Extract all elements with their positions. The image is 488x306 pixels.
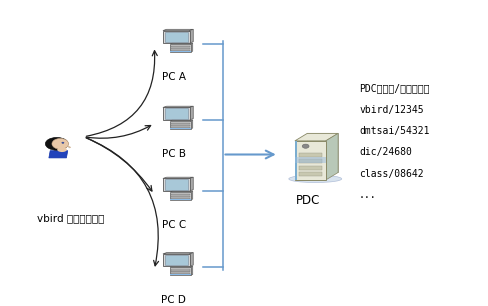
Bar <box>298 159 321 163</box>
FancyArrowPatch shape <box>86 138 152 191</box>
Polygon shape <box>163 29 193 31</box>
Text: PDC（帳號/密碼設定）: PDC（帳號/密碼設定） <box>358 84 429 94</box>
Text: PC A: PC A <box>162 72 185 82</box>
Polygon shape <box>163 253 193 254</box>
Text: vbird/12345: vbird/12345 <box>358 105 423 115</box>
Circle shape <box>61 142 64 144</box>
Polygon shape <box>190 191 192 200</box>
Bar <box>298 166 321 170</box>
Text: vbird 用同一組帳密: vbird 用同一組帳密 <box>37 214 104 224</box>
Ellipse shape <box>45 137 68 150</box>
FancyArrowPatch shape <box>86 51 157 136</box>
Polygon shape <box>163 106 193 107</box>
Bar <box>170 44 190 52</box>
Ellipse shape <box>52 139 68 149</box>
Polygon shape <box>170 43 192 44</box>
Polygon shape <box>68 146 71 148</box>
Bar <box>163 254 189 266</box>
Bar <box>171 127 189 128</box>
Bar <box>170 121 190 129</box>
Bar <box>171 269 189 271</box>
FancyArrowPatch shape <box>86 125 150 138</box>
Bar <box>170 51 190 52</box>
Polygon shape <box>170 120 192 121</box>
Bar <box>163 107 189 120</box>
Text: PC B: PC B <box>162 149 185 159</box>
Bar <box>298 153 321 157</box>
Polygon shape <box>190 120 192 129</box>
Bar <box>294 158 325 163</box>
Polygon shape <box>170 191 192 192</box>
Text: PC D: PC D <box>161 295 186 305</box>
Polygon shape <box>306 133 337 173</box>
Text: class/08642: class/08642 <box>358 169 423 179</box>
Bar <box>164 179 187 190</box>
Polygon shape <box>189 106 193 120</box>
FancyArrowPatch shape <box>86 138 158 266</box>
Bar <box>171 198 189 199</box>
Bar <box>171 194 189 195</box>
Text: ...: ... <box>358 190 376 200</box>
Polygon shape <box>189 253 193 266</box>
Text: dmtsai/54321: dmtsai/54321 <box>358 126 429 136</box>
Text: dic/24680: dic/24680 <box>358 147 411 157</box>
Bar <box>170 267 190 275</box>
Polygon shape <box>189 177 193 191</box>
Bar <box>171 50 189 51</box>
Bar <box>171 125 189 126</box>
Polygon shape <box>190 43 192 52</box>
Bar <box>163 178 189 191</box>
Bar <box>170 128 190 129</box>
Bar <box>164 255 187 265</box>
Polygon shape <box>190 267 192 275</box>
Bar <box>171 123 189 124</box>
Bar <box>171 46 189 47</box>
Polygon shape <box>294 133 337 141</box>
Polygon shape <box>49 151 68 158</box>
Bar <box>170 192 190 200</box>
Polygon shape <box>163 177 193 178</box>
Bar <box>163 31 189 43</box>
Text: PC C: PC C <box>162 220 185 230</box>
Bar <box>171 196 189 197</box>
Bar <box>170 199 190 200</box>
Bar <box>171 271 189 273</box>
Polygon shape <box>325 133 337 180</box>
Bar <box>164 32 187 42</box>
Ellipse shape <box>288 175 341 183</box>
Bar <box>164 108 187 119</box>
Bar <box>298 172 321 177</box>
Bar <box>294 141 325 180</box>
Ellipse shape <box>57 147 67 152</box>
Text: PDC: PDC <box>295 194 320 207</box>
Bar <box>171 273 189 274</box>
Polygon shape <box>189 29 193 43</box>
Bar <box>170 274 190 275</box>
Circle shape <box>302 144 308 148</box>
Bar <box>294 141 297 180</box>
Bar <box>171 48 189 49</box>
